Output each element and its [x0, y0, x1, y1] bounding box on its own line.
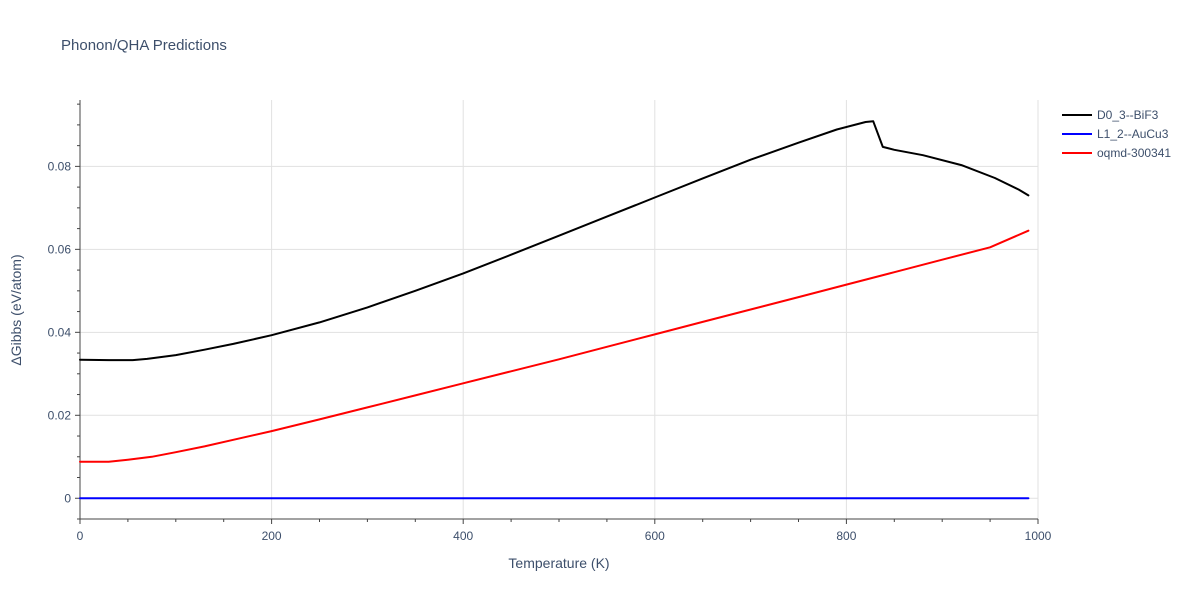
legend-item[interactable]: L1_2--AuCu3	[1062, 127, 1169, 141]
x-axis-label: Temperature (K)	[508, 555, 609, 571]
y-tick-label: 0.08	[48, 159, 72, 173]
x-axis: 0 200 400 600 800 1000	[77, 518, 1052, 543]
series-line-2[interactable]	[79, 229, 1030, 463]
legend-item[interactable]: oqmd-300341	[1062, 146, 1171, 160]
y-tick-label: 0.06	[48, 242, 72, 256]
y-axis: 0 0.02 0.04 0.06 0.08	[48, 100, 81, 520]
y-axis-label: ΔGibbs (eV/atom)	[8, 254, 24, 365]
y-tick-label: 0	[64, 491, 71, 505]
grid	[80, 100, 1039, 519]
x-tick-label: 1000	[1025, 529, 1052, 543]
series-line-0[interactable]	[79, 120, 1030, 362]
legend-label: D0_3--BiF3	[1097, 108, 1159, 122]
y-tick-label: 0.02	[48, 408, 72, 422]
legend[interactable]: D0_3--BiF3 L1_2--AuCu3 oqmd-300341	[1062, 108, 1171, 160]
y-tick-label: 0.04	[48, 325, 72, 339]
legend-label: oqmd-300341	[1097, 146, 1171, 160]
plot-area[interactable]	[79, 120, 1030, 500]
x-tick-label: 200	[262, 529, 282, 543]
x-tick-label: 400	[453, 529, 473, 543]
x-tick-label: 0	[77, 529, 84, 543]
x-tick-label: 800	[836, 529, 856, 543]
legend-label: L1_2--AuCu3	[1097, 127, 1169, 141]
legend-item[interactable]: D0_3--BiF3	[1062, 108, 1159, 122]
x-tick-label: 600	[645, 529, 665, 543]
chart-title: Phonon/QHA Predictions	[61, 37, 227, 54]
